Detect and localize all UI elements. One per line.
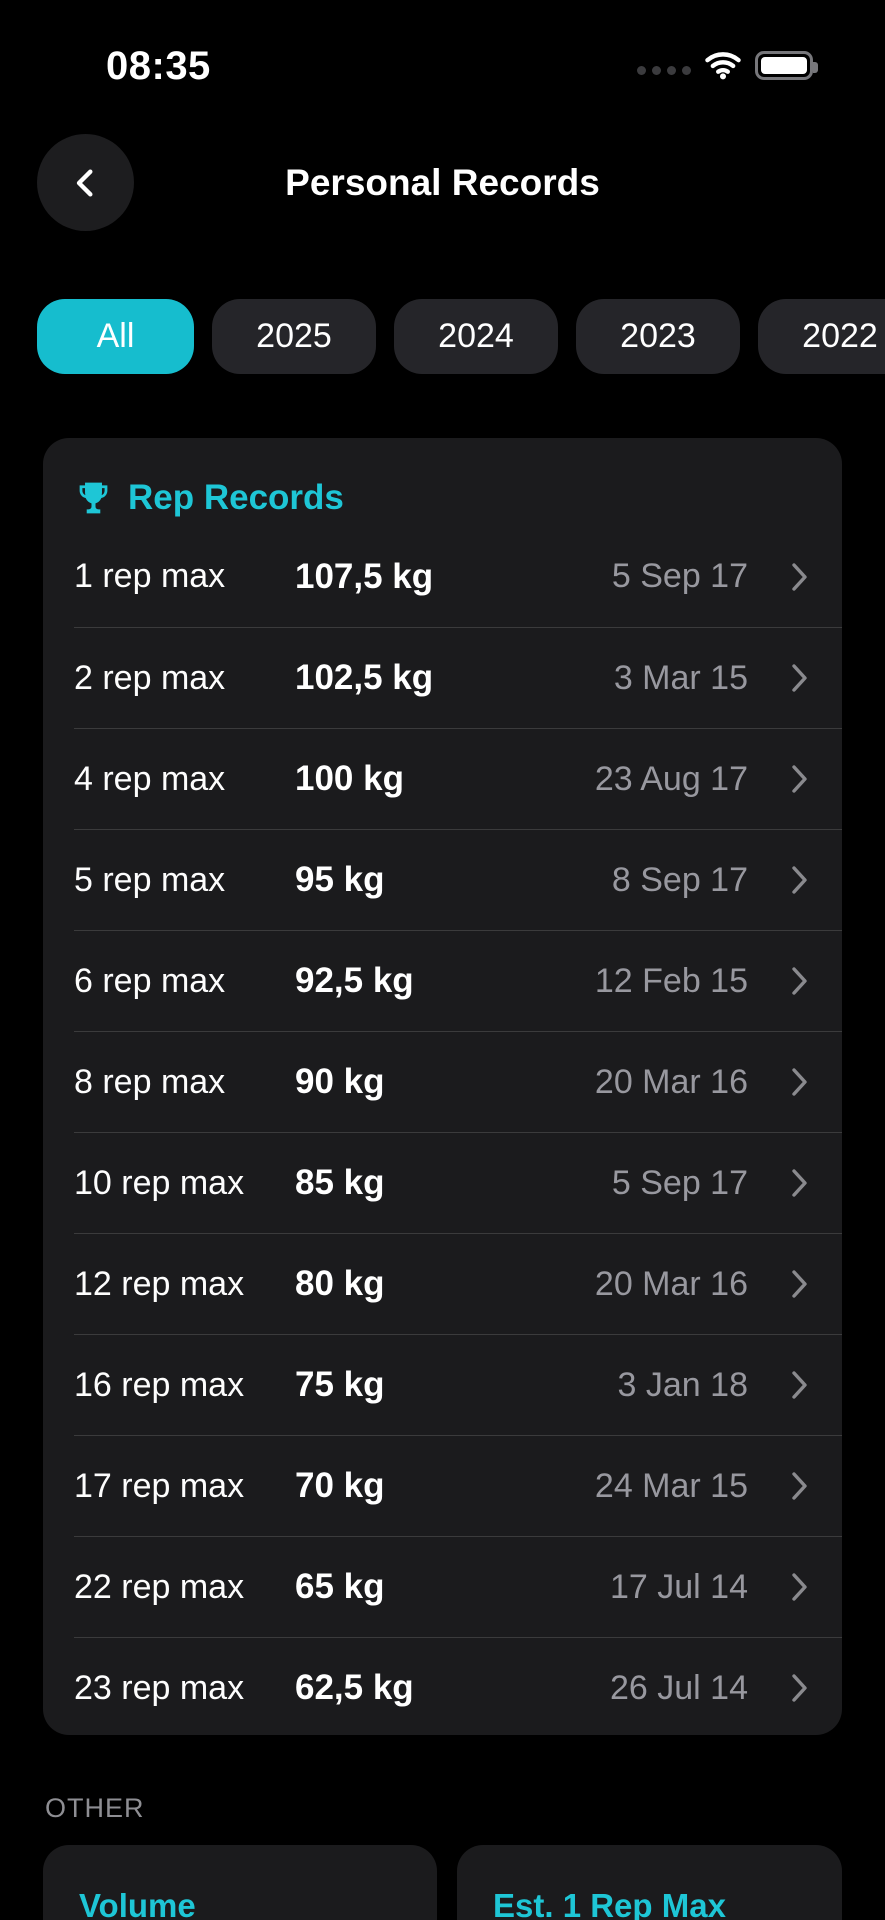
rep-record-value: 62,5 kg	[295, 1668, 414, 1707]
rep-records-list: 1 rep max 107,5 kg 5 Sep 17 2 rep max 10…	[74, 526, 842, 1735]
rep-record-date: 8 Sep 17	[611, 860, 748, 899]
battery-icon	[755, 50, 818, 80]
rep-record-label: 1 rep max	[74, 557, 226, 595]
filter-chip[interactable]: All	[37, 299, 194, 374]
rep-record-row[interactable]: 23 rep max 62,5 kg 26 Jul 14	[74, 1637, 842, 1735]
other-section-heading: OTHER	[45, 1793, 145, 1823]
rep-record-label: 10 rep max	[74, 1163, 245, 1202]
year-filter-chips: All 2025 2024 2023 2022	[37, 299, 885, 374]
est-1rm-card[interactable]: Est. 1 Rep Max	[457, 1845, 842, 1920]
rep-record-date: 12 Feb 15	[594, 961, 748, 1000]
filter-chip-label: 2023	[620, 317, 696, 355]
rep-record-value: 70 kg	[295, 1466, 385, 1505]
trophy-icon	[79, 482, 108, 514]
rep-record-label: 6 rep max	[74, 961, 226, 1000]
rep-record-date: 20 Mar 16	[594, 1264, 748, 1303]
rep-record-value: 80 kg	[295, 1264, 385, 1303]
chevron-right-icon	[792, 1573, 807, 1601]
rep-record-value: 102,5 kg	[295, 658, 434, 697]
rep-record-label: 16 rep max	[74, 1365, 245, 1404]
volume-card-title: Volume	[79, 1887, 196, 1920]
rep-record-value: 75 kg	[295, 1365, 385, 1404]
filter-chip[interactable]: 2025	[212, 299, 376, 374]
rep-record-row[interactable]: 5 rep max 95 kg 8 Sep 17	[74, 829, 842, 930]
rep-record-value: 100 kg	[295, 759, 404, 798]
rep-record-label: 2 rep max	[74, 658, 226, 697]
filter-chip[interactable]: 2023	[576, 299, 740, 374]
filter-chip[interactable]: 2024	[394, 299, 558, 374]
rep-records-card: Rep Records 1 rep max 107,5 kg 5 Sep 17 …	[43, 438, 842, 1735]
rep-record-row[interactable]: 6 rep max 92,5 kg 12 Feb 15	[74, 930, 842, 1031]
chevron-right-icon	[792, 866, 807, 894]
rep-record-value: 90 kg	[295, 1062, 385, 1101]
chevron-right-icon	[792, 1371, 807, 1399]
rep-record-row[interactable]: 1 rep max 107,5 kg 5 Sep 17	[74, 526, 842, 627]
est-1rm-card-title: Est. 1 Rep Max	[493, 1887, 726, 1920]
status-bar-time: 08:35	[106, 44, 211, 88]
rep-record-date: 5 Sep 17	[611, 557, 748, 595]
rep-record-label: 22 rep max	[74, 1567, 245, 1606]
rep-record-date: 26 Jul 14	[610, 1668, 748, 1707]
card-title: Rep Records	[128, 478, 344, 517]
filter-chip-label: 2025	[256, 317, 332, 355]
back-button[interactable]	[37, 134, 134, 231]
rep-record-row[interactable]: 8 rep max 90 kg 20 Mar 16	[74, 1031, 842, 1132]
wifi-icon	[705, 51, 741, 79]
rep-record-row[interactable]: 17 rep max 70 kg 24 Mar 15	[74, 1435, 842, 1536]
rep-record-row[interactable]: 12 rep max 80 kg 20 Mar 16	[74, 1233, 842, 1334]
rep-record-value: 65 kg	[295, 1567, 385, 1606]
rep-record-row[interactable]: 16 rep max 75 kg 3 Jan 18	[74, 1334, 842, 1435]
filter-chip-label: 2024	[438, 317, 514, 355]
rep-record-value: 85 kg	[295, 1163, 385, 1202]
rep-records-header: Rep Records	[43, 438, 842, 526]
volume-card[interactable]: Volume	[43, 1845, 437, 1920]
rep-record-label: 23 rep max	[74, 1668, 245, 1707]
rep-record-value: 107,5 kg	[295, 556, 434, 596]
rep-record-date: 20 Mar 16	[594, 1062, 748, 1101]
rep-record-label: 17 rep max	[74, 1466, 245, 1505]
rep-record-label: 8 rep max	[74, 1062, 226, 1101]
rep-record-label: 12 rep max	[74, 1264, 245, 1303]
rep-record-label: 5 rep max	[74, 860, 226, 899]
chevron-right-icon	[792, 1472, 807, 1500]
filter-chip-label: 2022	[802, 317, 878, 355]
rep-record-date: 24 Mar 15	[594, 1466, 748, 1505]
chevron-right-icon	[792, 1068, 807, 1096]
chevron-right-icon	[792, 967, 807, 995]
rep-record-date: 17 Jul 14	[610, 1567, 748, 1606]
chevron-right-icon	[792, 765, 807, 793]
page-title: Personal Records	[285, 162, 600, 203]
rep-record-date: 3 Mar 15	[613, 658, 748, 697]
chevron-right-icon	[792, 1270, 807, 1298]
rep-record-row[interactable]: 10 rep max 85 kg 5 Sep 17	[74, 1132, 842, 1233]
rep-record-value: 95 kg	[295, 860, 385, 899]
status-bar-icons	[637, 48, 818, 82]
chevron-right-icon	[792, 562, 807, 591]
rep-record-date: 3 Jan 18	[617, 1365, 748, 1404]
rep-record-row[interactable]: 4 rep max 100 kg 23 Aug 17	[74, 728, 842, 829]
rep-record-date: 23 Aug 17	[594, 759, 748, 798]
chevron-left-icon	[76, 169, 92, 196]
filter-chip[interactable]: 2022	[758, 299, 885, 374]
rep-record-row[interactable]: 2 rep max 102,5 kg 3 Mar 15	[74, 627, 842, 728]
rep-record-row[interactable]: 22 rep max 65 kg 17 Jul 14	[74, 1536, 842, 1637]
rep-record-value: 92,5 kg	[295, 961, 414, 1000]
chevron-right-icon	[792, 664, 807, 692]
filter-chip-label: All	[96, 317, 135, 355]
rep-record-date: 5 Sep 17	[611, 1163, 748, 1202]
chevron-right-icon	[792, 1674, 807, 1702]
chevron-right-icon	[792, 1169, 807, 1197]
rep-record-label: 4 rep max	[74, 759, 226, 798]
cellular-dots-icon	[637, 56, 691, 75]
